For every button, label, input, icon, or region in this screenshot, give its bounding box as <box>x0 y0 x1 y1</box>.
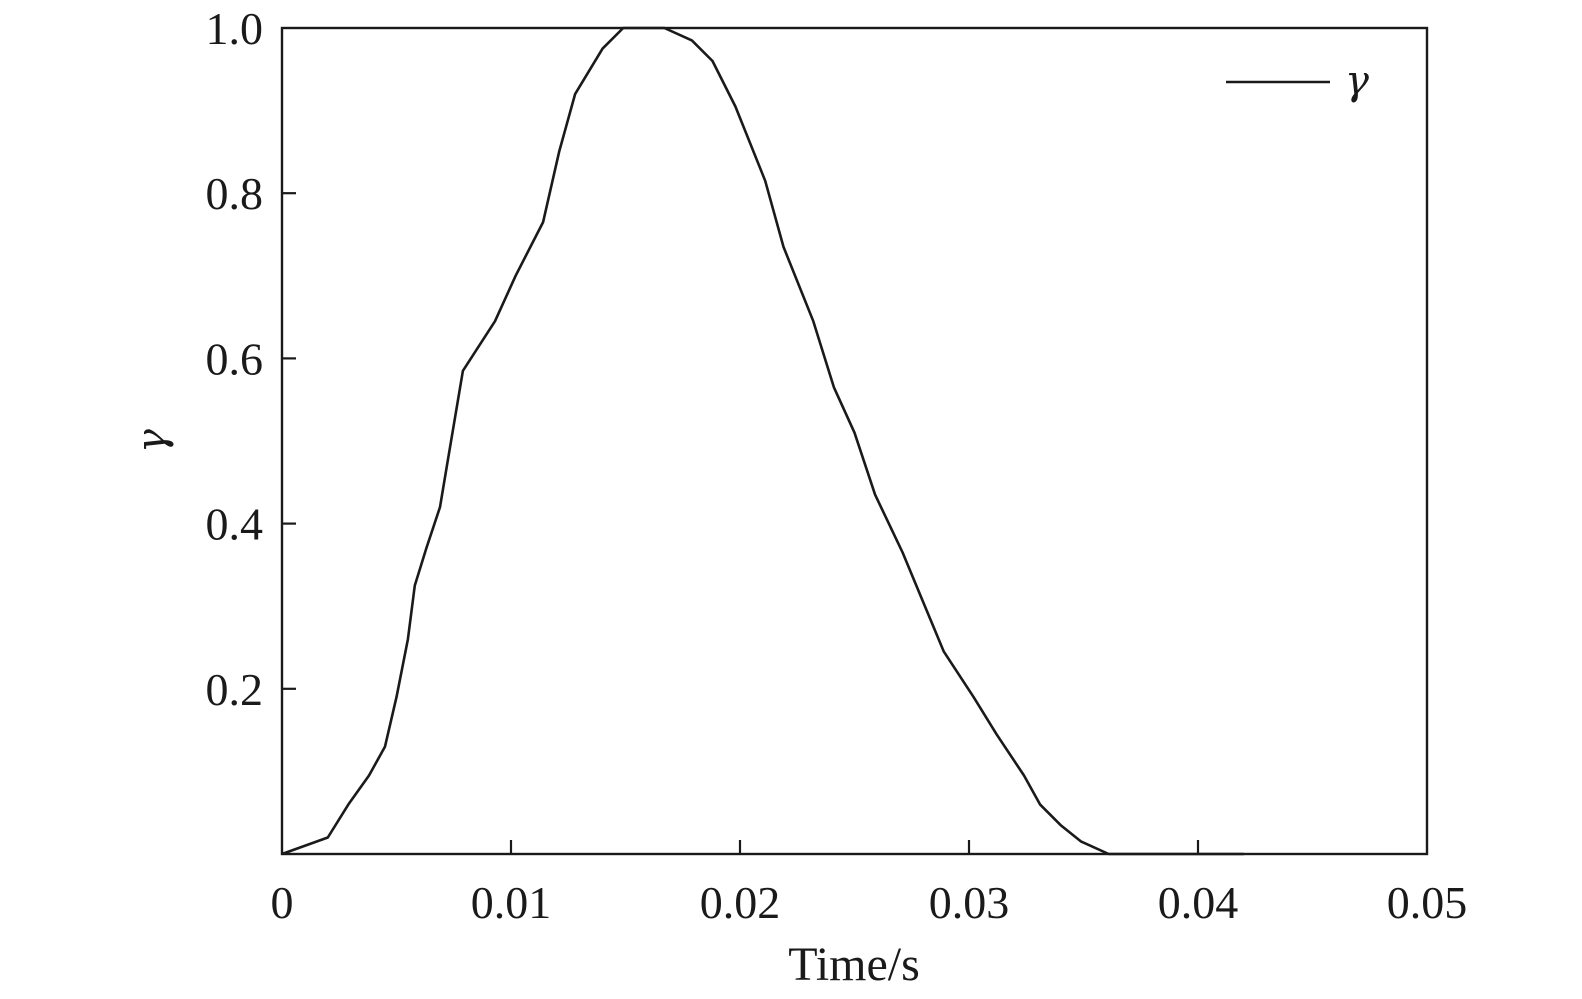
x-axis-title: Time/s <box>788 938 920 991</box>
y-tick-label: 0.4 <box>206 499 264 550</box>
legend: γ <box>1226 58 1369 104</box>
y-axis-title: γ <box>129 429 175 453</box>
y-axis-ticks: 0.2 0.4 0.6 0.8 1.0 <box>206 3 296 715</box>
x-tick-label: 0.02 <box>700 877 781 928</box>
x-tick-label: 0.01 <box>471 877 552 928</box>
x-tick-label: 0 <box>271 877 294 928</box>
x-axis-ticks: 0 0.01 0.02 0.03 0.04 0.05 <box>271 840 1468 928</box>
y-tick-label: 1.0 <box>206 3 264 54</box>
gamma-series-line <box>281 26 1244 856</box>
y-tick-label: 0.2 <box>206 664 264 715</box>
x-tick-label: 0.03 <box>929 877 1010 928</box>
y-tick-label: 0.6 <box>206 333 264 384</box>
y-tick-label: 0.8 <box>206 168 264 219</box>
x-tick-label: 0.04 <box>1158 877 1239 928</box>
legend-label: γ <box>1345 58 1369 104</box>
x-tick-label: 0.05 <box>1387 877 1468 928</box>
plot-frame <box>280 26 1429 856</box>
